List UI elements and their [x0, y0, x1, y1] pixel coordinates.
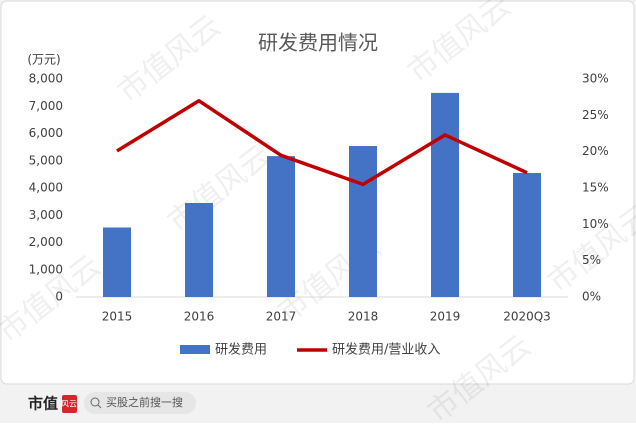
chart-panel: [0, 0, 635, 385]
bar: [513, 173, 541, 297]
x-tick-label: 2018: [348, 310, 379, 324]
x-tick-label: 2016: [184, 310, 215, 324]
y-axis-label: (万元): [27, 53, 60, 67]
y2-tick-label: 15%: [582, 181, 609, 195]
y2-tick-label: 25%: [582, 108, 609, 122]
y2-tick-label: 0%: [582, 290, 601, 304]
legend-label: 研发费用/营业收入: [332, 342, 440, 358]
y-tick-label: 1,000: [29, 262, 63, 276]
y-tick-label: 4,000: [29, 181, 63, 195]
y2-tick-label: 20%: [582, 144, 609, 158]
footer-brand-mark: 风云: [61, 400, 77, 409]
legend-label: 研发费用: [215, 342, 267, 358]
x-tick-label: 2017: [266, 310, 297, 324]
bar: [349, 146, 377, 297]
line: [116, 99, 528, 187]
x-tick-label: 2015: [102, 310, 133, 324]
y-tick-label: 6,000: [29, 126, 63, 140]
search-box[interactable]: [84, 392, 196, 414]
bar: [103, 227, 131, 297]
y2-tick-label: 30%: [582, 72, 609, 86]
footer-brand: 市值: [28, 395, 58, 413]
bar: [267, 156, 295, 297]
y2-tick-label: 10%: [582, 217, 609, 231]
chart-title: 研发费用情况: [258, 31, 378, 55]
y-tick-label: 3,000: [29, 208, 63, 222]
y2-tick-label: 5%: [582, 253, 601, 267]
y-tick-label: 5,000: [29, 153, 63, 167]
bar: [185, 202, 213, 297]
y-tick-label: 0: [55, 290, 63, 304]
search-icon-handle: [97, 404, 102, 409]
x-tick-label: 2019: [430, 310, 461, 324]
search-hint: 买股之前搜一搜: [106, 395, 183, 409]
x-tick-label: 2020Q3: [503, 310, 551, 324]
y-tick-label: 7,000: [29, 99, 63, 113]
y-tick-label: 2,000: [29, 235, 63, 249]
search-icon: [90, 397, 100, 407]
bar: [431, 92, 459, 298]
brand-mark-bg: [62, 395, 77, 413]
legend-swatch: [180, 345, 210, 354]
y-tick-label: 8,000: [29, 72, 63, 86]
